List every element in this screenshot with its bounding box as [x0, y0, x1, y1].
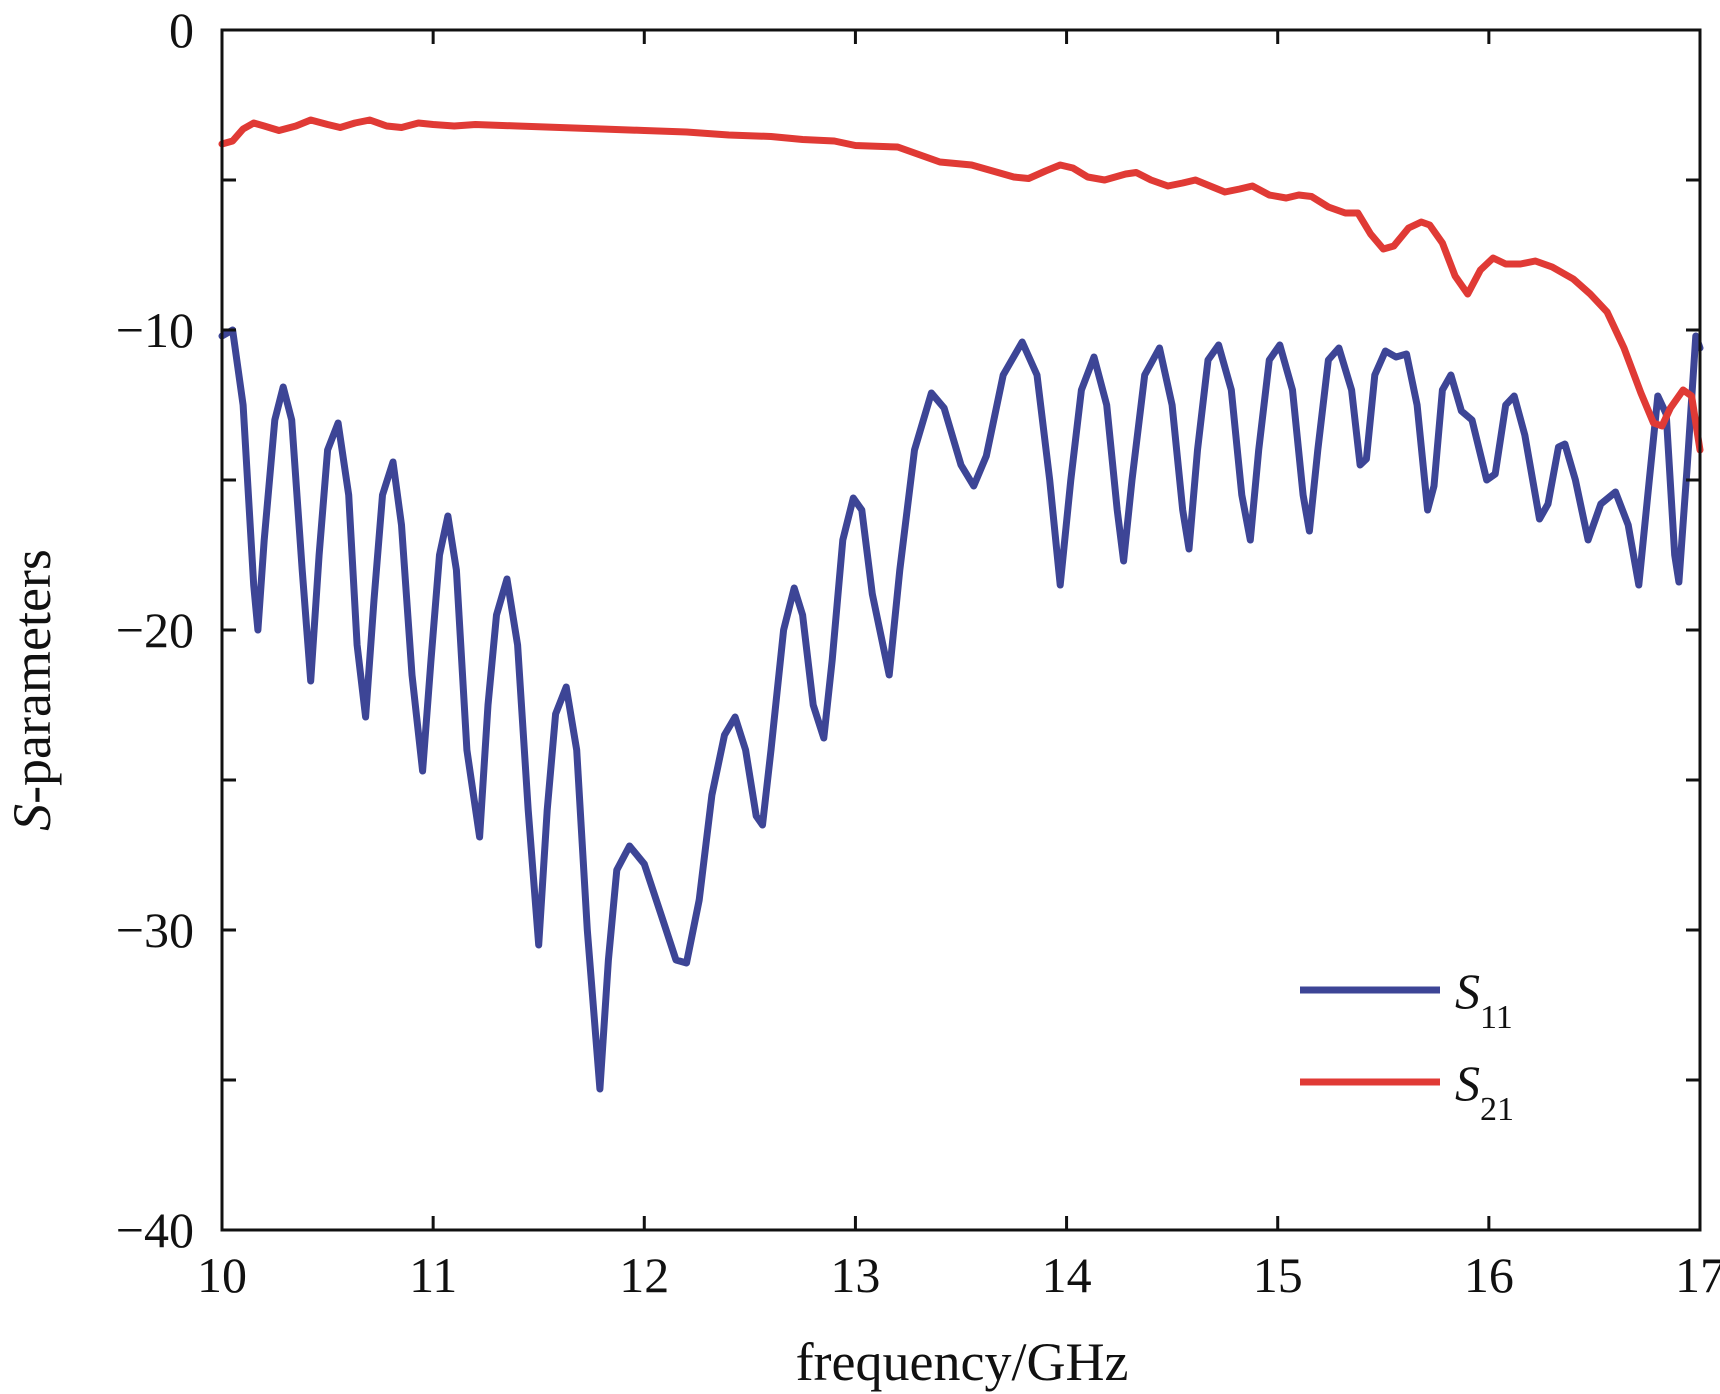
x-tick-label: 11 [409, 1247, 457, 1303]
y-tick-labels: 0 −10 −20 −30 −40 [116, 2, 194, 1258]
legend-label-s11-main: S [1455, 963, 1480, 1019]
legend-label-s21: S21 [1455, 1055, 1514, 1128]
axis-ticks [220, 28, 1702, 1232]
y-tick-label: −30 [116, 902, 194, 958]
series-line-s21 [218, 116, 1704, 454]
y-tick-label: −10 [116, 302, 194, 358]
x-tick-label: 10 [197, 1247, 247, 1303]
x-tick-label: 17 [1675, 1247, 1720, 1303]
y-axis-label: S-parameters [2, 549, 62, 831]
y-tick-label: 0 [169, 2, 194, 58]
x-tick-label: 15 [1253, 1247, 1303, 1303]
plot-lines [218, 116, 1704, 1093]
legend-label-s21-sub: 21 [1480, 1091, 1514, 1128]
y-axis-label-suffix: -parameters [2, 549, 62, 804]
plot-frame [220, 28, 1702, 1232]
x-tick-label: 13 [830, 1247, 880, 1303]
series-line-s11 [218, 326, 1704, 1093]
legend-label-s11-sub: 11 [1480, 999, 1513, 1036]
x-axis-label: frequency/GHz [796, 1332, 1129, 1392]
legend: S11 S21 [1300, 963, 1514, 1128]
legend-label-s21-main: S [1455, 1055, 1480, 1111]
y-axis-label-prefix: S [2, 804, 62, 831]
x-tick-label: 16 [1464, 1247, 1514, 1303]
legend-label-s11: S11 [1455, 963, 1513, 1036]
x-tick-labels: 10 11 12 13 14 15 16 17 [197, 1247, 1720, 1303]
y-tick-label: −40 [116, 1202, 194, 1258]
y-tick-label: −20 [116, 602, 194, 658]
x-tick-label: 14 [1042, 1247, 1092, 1303]
x-tick-label: 12 [619, 1247, 669, 1303]
